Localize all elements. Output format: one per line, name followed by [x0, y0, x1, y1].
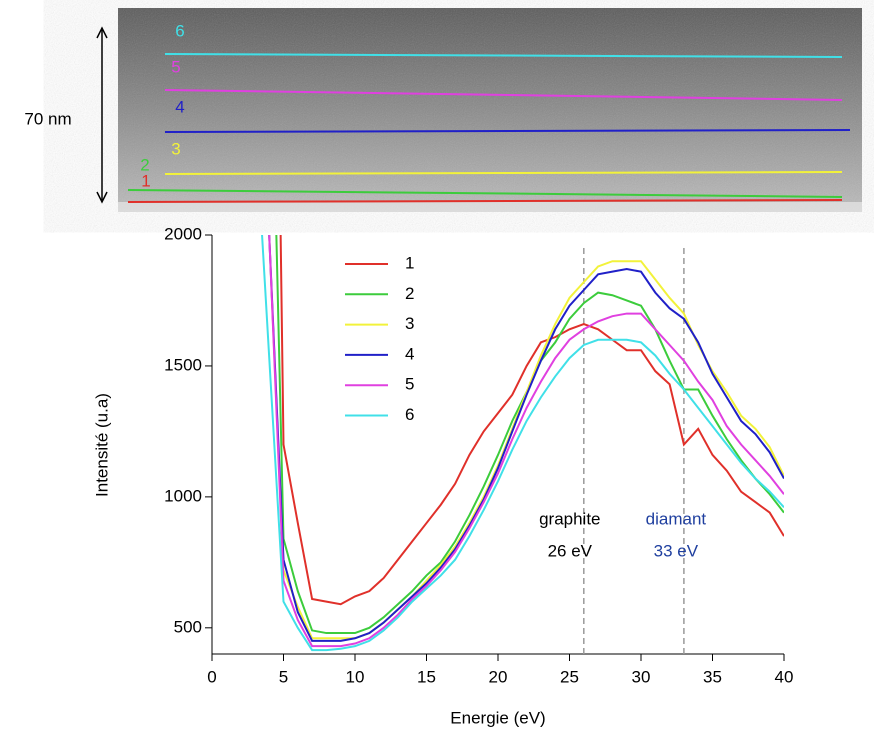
- image-layer-line: [164, 129, 851, 133]
- image-layer-line: [127, 199, 843, 203]
- image-layer-line: [127, 189, 843, 198]
- series-line: [268, 235, 784, 648]
- legend-label: 5: [405, 375, 414, 394]
- y-tick-label: 500: [174, 617, 202, 636]
- x-tick-label: 10: [346, 667, 365, 686]
- annotation: 33 eV: [654, 541, 699, 560]
- series-line: [279, 235, 784, 606]
- x-tick-label: 15: [417, 667, 436, 686]
- x-tick-label: 30: [632, 667, 651, 686]
- x-tick-label: 0: [207, 667, 216, 686]
- annotation: graphite: [539, 509, 600, 528]
- image-layer-label: 2: [140, 155, 149, 174]
- y-axis-title: Intensité (u.a): [92, 393, 111, 497]
- annotation: 26 eV: [548, 541, 593, 560]
- image-layer-label: 3: [171, 139, 180, 158]
- y-tick-label: 1000: [164, 486, 202, 505]
- x-axis-title: Energie (eV): [450, 708, 545, 727]
- y-tick-label: 2000: [164, 224, 202, 243]
- x-tick-label: 20: [489, 667, 508, 686]
- x-tick-label: 5: [279, 667, 288, 686]
- image-layer-line: [164, 89, 843, 101]
- x-tick-label: 40: [775, 667, 794, 686]
- image-layer-line: [164, 53, 843, 58]
- image-layer-label: 5: [171, 57, 180, 76]
- legend-label: 4: [405, 344, 414, 363]
- series-line: [268, 235, 784, 642]
- annotation: diamant: [646, 509, 707, 528]
- x-tick-label: 25: [560, 667, 579, 686]
- series-line: [268, 235, 784, 640]
- scale-arrow-heads: [96, 26, 108, 204]
- image-layer-label: 1: [141, 171, 150, 190]
- tem-image: [118, 8, 862, 212]
- scale-label: 70 nm: [24, 109, 71, 128]
- image-layer-label: 4: [175, 97, 184, 116]
- legend-label: 1: [405, 253, 414, 272]
- series-line: [261, 235, 784, 652]
- image-layer-label: 6: [175, 21, 184, 40]
- legend-label: 6: [405, 405, 414, 424]
- y-tick-label: 1500: [164, 355, 202, 374]
- legend-label: 2: [405, 284, 414, 303]
- x-tick-label: 35: [703, 667, 722, 686]
- legend-label: 3: [405, 314, 414, 333]
- image-layer-line: [164, 171, 843, 175]
